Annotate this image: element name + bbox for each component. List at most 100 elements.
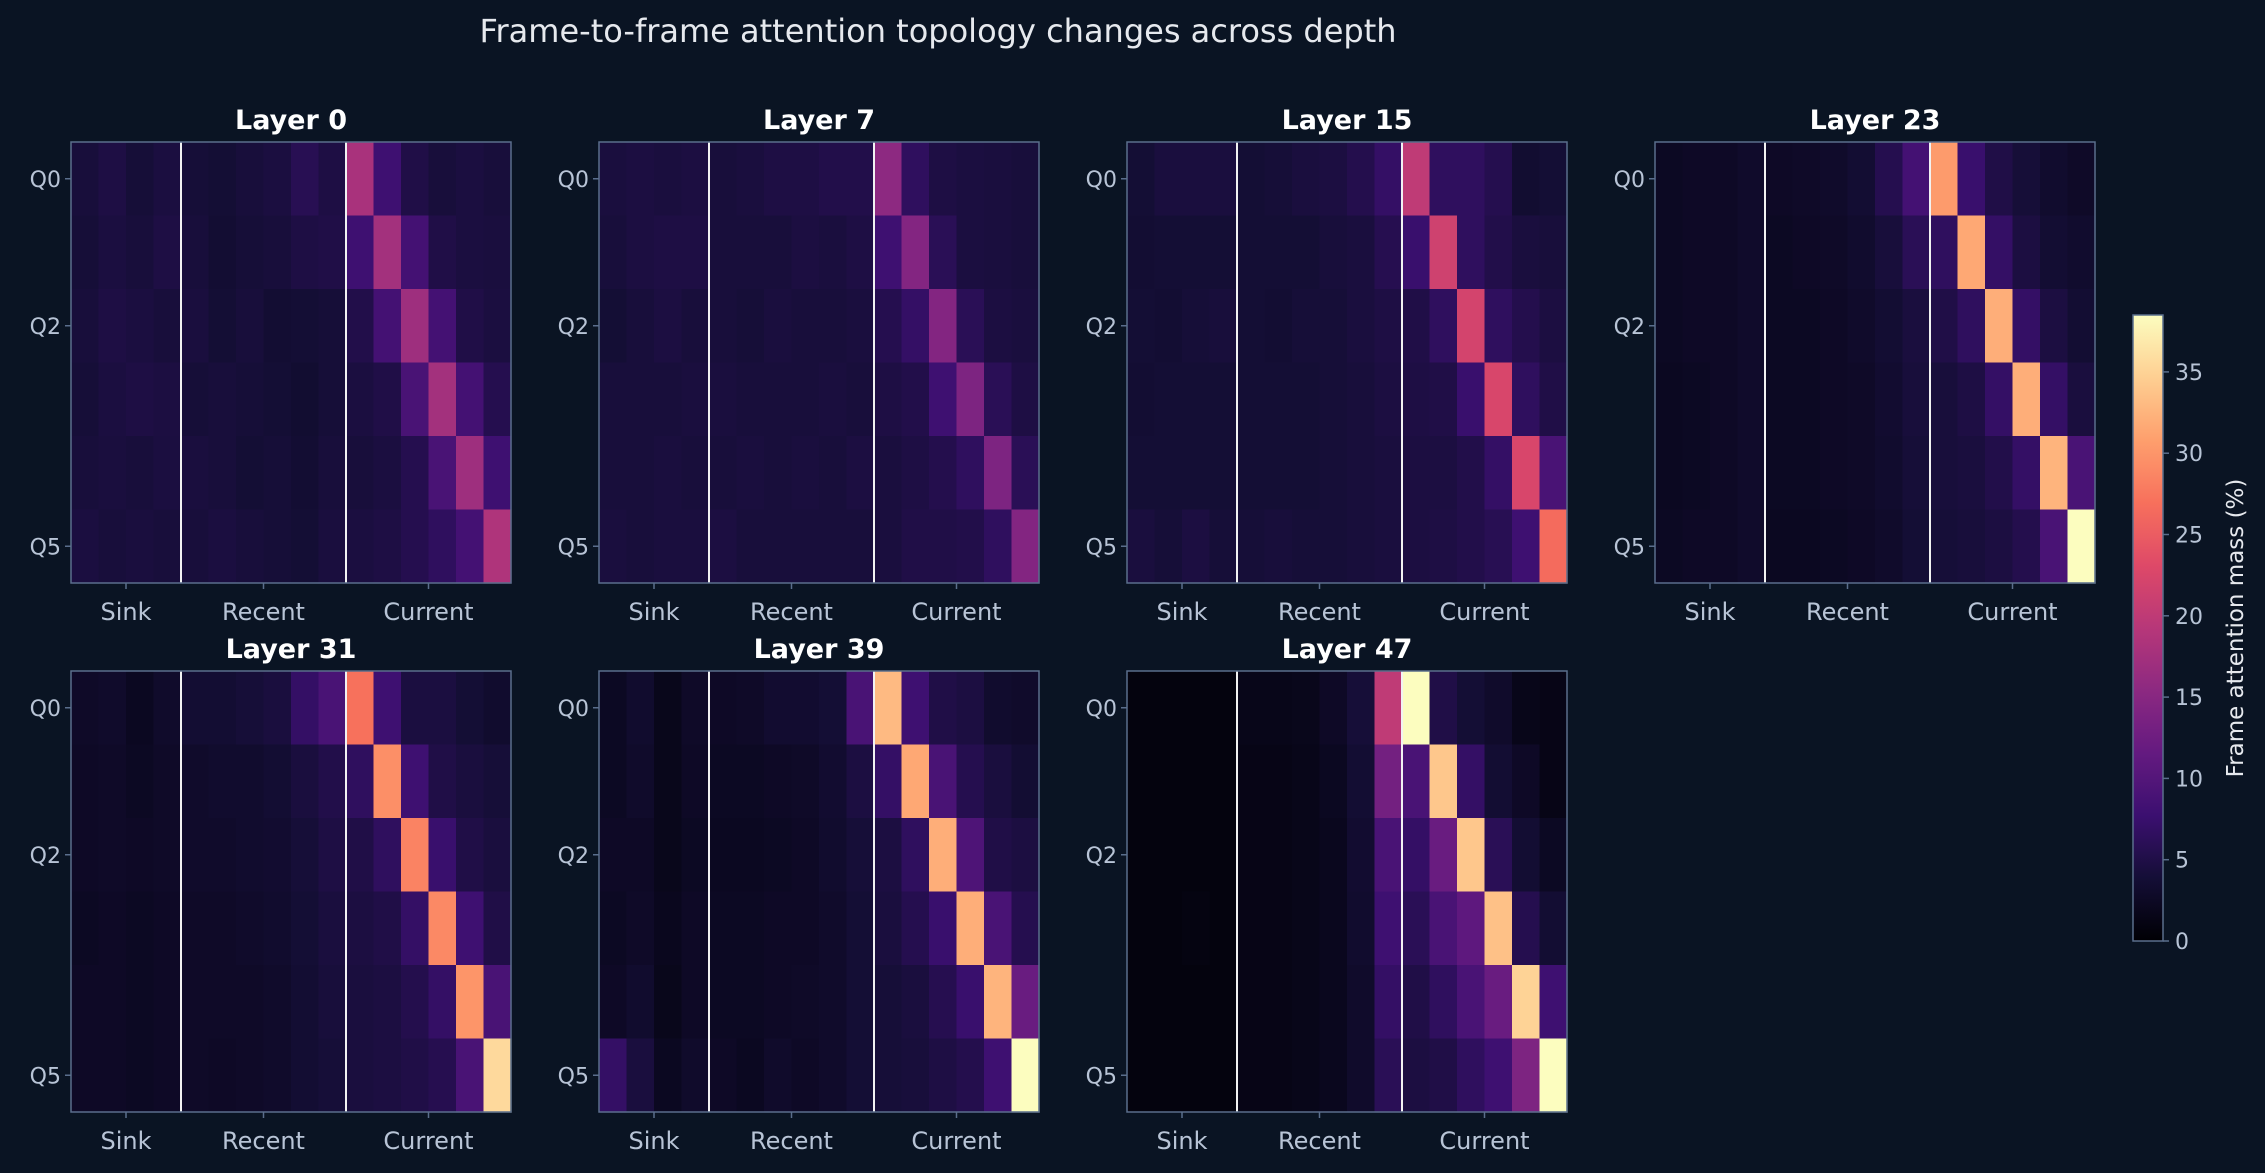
heatmap-cell (1374, 362, 1403, 437)
heatmap-cell (599, 362, 628, 437)
heatmap-cell (1457, 142, 1486, 217)
heatmap-cell (1457, 1038, 1486, 1113)
heatmap-cell (1402, 436, 1431, 511)
heatmap-cell (1182, 744, 1211, 819)
heatmap-cell (318, 891, 347, 966)
heatmap-cell (1292, 509, 1321, 584)
heatmap-cell (956, 509, 985, 584)
heatmap-cell (1209, 289, 1238, 364)
heatmap-cell (901, 965, 930, 1040)
heatmap-cell (846, 891, 875, 966)
heatmap-cell (236, 436, 265, 511)
heatmap-cell (1429, 1038, 1458, 1113)
heatmap-cell (483, 965, 512, 1040)
heatmap-cell (71, 509, 100, 584)
heatmap-cell (236, 509, 265, 584)
heatmap-cell (1374, 818, 1403, 893)
heatmap-cell (1209, 215, 1238, 290)
heatmap-cell (846, 671, 875, 746)
heatmap-cell (819, 744, 848, 819)
heatmap-cell (984, 142, 1013, 217)
heatmap-cell (1985, 215, 2014, 290)
heatmap-cell (318, 215, 347, 290)
heatmap-cell (1655, 289, 1684, 364)
heatmap-cell (1209, 818, 1238, 893)
heatmap-cell (483, 142, 512, 217)
heatmap-cell (1957, 362, 1986, 437)
heatmap-cell (599, 671, 628, 746)
heatmap-cell (1264, 965, 1293, 1040)
heatmap-cell (1154, 436, 1183, 511)
heatmap-cell (428, 744, 457, 819)
heatmap-cell (428, 215, 457, 290)
heatmap-cell (181, 142, 210, 217)
heatmap-cell (2012, 215, 2041, 290)
heatmap-cell (1792, 362, 1821, 437)
heatmap-cell (736, 818, 765, 893)
heatmap-cell (929, 142, 958, 217)
heatmap-cell (1182, 142, 1211, 217)
heatmap-cell (1347, 1038, 1376, 1113)
heatmap-cell (236, 744, 265, 819)
heatmap-cell (764, 362, 793, 437)
panel-title-layer-31: Layer 31 (226, 634, 357, 665)
heatmap-cell (599, 744, 628, 819)
heatmap-cell (2012, 362, 2041, 437)
heatmap-cell (373, 436, 402, 511)
heatmap-cell (263, 744, 292, 819)
heatmap-cell (1127, 289, 1156, 364)
heatmap-cell (153, 965, 182, 1040)
heatmap-cell (456, 142, 485, 217)
heatmap-cell (71, 1038, 100, 1113)
heatmap-cell (819, 362, 848, 437)
heatmap-cell (819, 436, 848, 511)
panel-title-layer-7: Layer 7 (763, 105, 875, 136)
y-tick-label: Q5 (558, 535, 589, 560)
heatmap-cell (456, 509, 485, 584)
heatmap-cell (1237, 671, 1266, 746)
heatmap-cell (1539, 818, 1568, 893)
heatmap-cell (791, 142, 820, 217)
heatmap-cell (1710, 436, 1739, 511)
heatmap-cell (1655, 509, 1684, 584)
heatmap-cell (1737, 142, 1766, 217)
heatmap-cell (1011, 362, 1040, 437)
heatmap-cell (236, 965, 265, 1040)
heatmap-cell (1011, 744, 1040, 819)
heatmap-cell (181, 744, 210, 819)
heatmap-cell (1011, 436, 1040, 511)
heatmap-cell (456, 965, 485, 1040)
heatmap-cell (263, 142, 292, 217)
heatmap-cell (764, 671, 793, 746)
heatmap-cell (1182, 891, 1211, 966)
heatmap-cell (1875, 142, 1904, 217)
heatmap-cell (346, 965, 375, 1040)
panel-title-layer-0: Layer 0 (235, 105, 347, 136)
heatmap-cell (126, 289, 155, 364)
heatmap-cell (1820, 289, 1849, 364)
panel-frame (70, 141, 512, 584)
heatmap-cell (401, 744, 430, 819)
heatmap-cell (1374, 744, 1403, 819)
heatmap-cell (318, 671, 347, 746)
heatmap-cell (1374, 965, 1403, 1040)
heatmap-cell (736, 744, 765, 819)
heatmap-cell (901, 289, 930, 364)
heatmap-cell (1182, 362, 1211, 437)
heatmap-cell (929, 1038, 958, 1113)
heatmap-cell (1930, 142, 1959, 217)
heatmap-panel: Layer 23 Q0 Q2 Q5 Sink Recent Current (1614, 105, 2096, 626)
heatmap-cell (1292, 1038, 1321, 1113)
heatmap-cell (709, 289, 738, 364)
heatmap-panel: Layer 7 Q0 Q2 Q5 Sink Recent Current (558, 105, 1040, 626)
x-group-label: Sink (1156, 598, 1207, 626)
heatmap-cell (2040, 436, 2069, 511)
heatmap-cell (1209, 671, 1238, 746)
heatmap-cell (846, 436, 875, 511)
heatmap-cell (126, 215, 155, 290)
heatmap-cell (1902, 436, 1931, 511)
heatmap-cell (373, 744, 402, 819)
x-group-label: Sink (100, 598, 151, 626)
x-group-label: Sink (628, 598, 679, 626)
heatmap-cell (98, 891, 127, 966)
